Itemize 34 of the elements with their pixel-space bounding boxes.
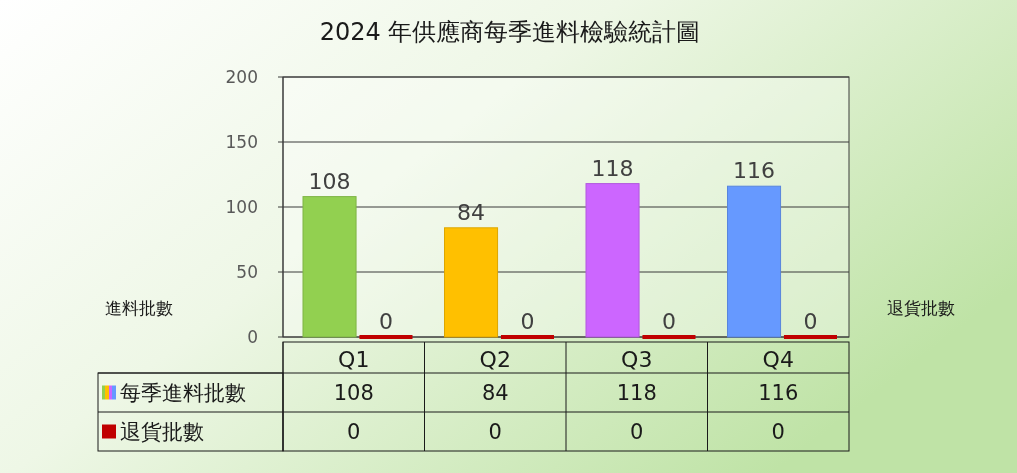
bar xyxy=(727,185,782,338)
x-tick-label: Q1 xyxy=(338,347,370,373)
data-label: 0 xyxy=(771,419,785,444)
y2-axis-title: 退貨批數 xyxy=(887,297,955,318)
data-label: 84 xyxy=(481,380,509,405)
data-label: 116 xyxy=(758,380,799,405)
annotation: 0 xyxy=(378,309,393,334)
legend-label: 每季進料批數 xyxy=(120,380,246,405)
chart-title: 2024 年供應商每季進料檢驗統計圖 xyxy=(319,18,701,46)
data-label: 108 xyxy=(333,380,374,405)
bar xyxy=(302,196,357,338)
annotation: 118 xyxy=(591,155,634,181)
bar xyxy=(444,227,499,338)
annotation: 0 xyxy=(661,309,676,334)
y-tick-label: 200 xyxy=(225,66,258,87)
bar xyxy=(585,183,640,338)
x-tick-label: Q2 xyxy=(479,347,511,373)
annotation: 116 xyxy=(733,158,776,184)
x-tick-label: Q3 xyxy=(621,347,653,373)
y-tick-label: 100 xyxy=(225,196,258,217)
x-tick-label: Q4 xyxy=(762,347,794,373)
annotation: 84 xyxy=(457,199,486,225)
y-tick-label: 150 xyxy=(225,131,258,152)
annotation: 0 xyxy=(520,309,535,334)
y-axis-title: 進料批數 xyxy=(105,297,173,318)
data-label: 0 xyxy=(630,419,644,444)
annotation: 0 xyxy=(803,309,818,334)
y-tick-label: 0 xyxy=(247,326,258,347)
data-label: 0 xyxy=(347,419,361,444)
data-label: 118 xyxy=(616,380,657,405)
data-label: 0 xyxy=(488,419,502,444)
legend-label: 退貨批數 xyxy=(120,419,204,444)
y-tick-label: 50 xyxy=(236,261,258,282)
annotation: 108 xyxy=(308,168,351,194)
